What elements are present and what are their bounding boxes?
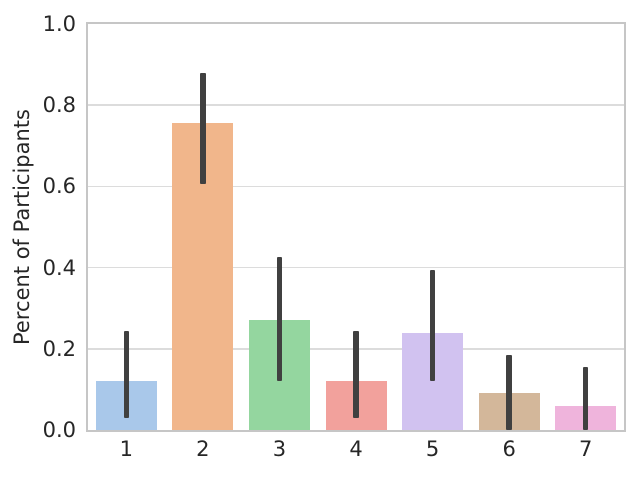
error-bar — [429, 269, 436, 382]
error-bar — [200, 72, 206, 185]
y-tick-label: 1.0 — [42, 12, 76, 36]
y-tick-label: 0.2 — [42, 336, 76, 361]
x-tick-label: 5 — [425, 437, 440, 461]
x-tick-label: 4 — [349, 437, 363, 461]
x-tick-label: 3 — [272, 437, 287, 461]
gridline — [88, 185, 624, 188]
gridline — [88, 266, 624, 269]
x-tick-label: 6 — [502, 437, 516, 461]
y-tick-label: 0.8 — [42, 93, 76, 118]
error-bar — [353, 330, 359, 418]
y-axis-label: Percent of Participants — [10, 109, 34, 345]
y-tick-label: 0.6 — [42, 174, 76, 199]
error-bar — [276, 257, 283, 382]
gridline — [88, 104, 624, 106]
error-bar — [123, 330, 130, 418]
error-bar — [582, 367, 589, 430]
error-bar — [506, 354, 512, 430]
y-tick-label: 0.4 — [42, 255, 76, 280]
plot-area — [86, 22, 626, 432]
x-tick-label: 2 — [196, 437, 210, 461]
x-tick-label: 1 — [119, 437, 133, 461]
y-tick-label: 0.0 — [42, 418, 76, 442]
x-tick-label: 7 — [579, 437, 593, 461]
